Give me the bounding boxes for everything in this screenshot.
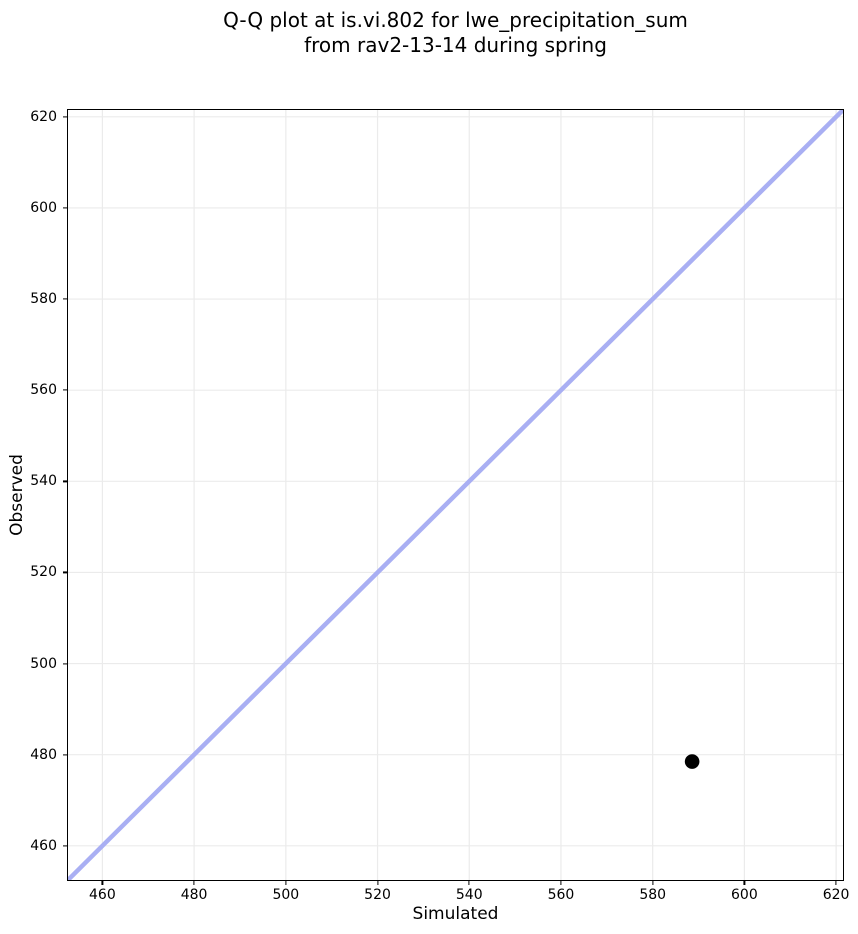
y-tick-mark xyxy=(63,845,67,847)
plot-canvas xyxy=(68,110,843,880)
y-tick-mark xyxy=(63,754,67,756)
x-tick-mark xyxy=(193,881,195,885)
y-tick-label: 560 xyxy=(30,382,57,399)
x-tick-label: 480 xyxy=(180,887,208,903)
x-tick-mark xyxy=(101,881,103,885)
plot-area xyxy=(67,109,844,881)
y-tick-mark xyxy=(63,298,67,300)
x-tick-mark xyxy=(835,881,837,885)
chart-title-line1: Q-Q plot at is.vi.802 for lwe_precipitat… xyxy=(223,8,688,32)
x-tick-label: 500 xyxy=(272,887,300,903)
y-tick-label: 480 xyxy=(30,746,57,763)
y-tick-mark xyxy=(63,116,67,118)
x-tick-mark xyxy=(285,881,287,885)
y-tick-label: 580 xyxy=(30,291,57,308)
y-tick-label: 540 xyxy=(30,473,57,490)
x-tick-mark xyxy=(652,881,654,885)
x-tick-label: 540 xyxy=(455,887,483,903)
chart-title-line2: from rav2-13-14 during spring xyxy=(304,33,607,57)
data-point xyxy=(684,754,700,769)
y-tick-mark xyxy=(63,571,67,574)
x-tick-mark xyxy=(560,881,562,885)
y-tick-mark xyxy=(63,480,67,482)
x-tick-mark xyxy=(376,881,379,885)
x-tick-label: 620 xyxy=(822,887,850,903)
x-axis-label: Simulated xyxy=(412,904,499,924)
y-tick-label: 460 xyxy=(30,837,57,854)
x-tick-label: 460 xyxy=(89,887,116,903)
y-tick-label: 600 xyxy=(30,199,57,216)
chart-title: Q-Q plot at is.vi.802 for lwe_precipitat… xyxy=(68,8,843,58)
x-tick-mark xyxy=(468,881,470,885)
y-axis-label: Observed xyxy=(7,454,27,536)
y-tick-mark xyxy=(63,662,67,665)
x-tick-label: 580 xyxy=(639,887,667,903)
x-tick-label: 560 xyxy=(547,887,575,903)
x-tick-label: 520 xyxy=(364,887,391,903)
y-tick-label: 500 xyxy=(30,655,57,672)
identity-line xyxy=(68,110,843,880)
y-tick-label: 520 xyxy=(30,564,57,581)
x-tick-label: 600 xyxy=(731,887,758,903)
x-tick-mark xyxy=(743,881,745,885)
y-tick-label: 620 xyxy=(30,108,57,125)
y-tick-mark xyxy=(63,207,67,209)
y-tick-mark xyxy=(63,389,67,391)
